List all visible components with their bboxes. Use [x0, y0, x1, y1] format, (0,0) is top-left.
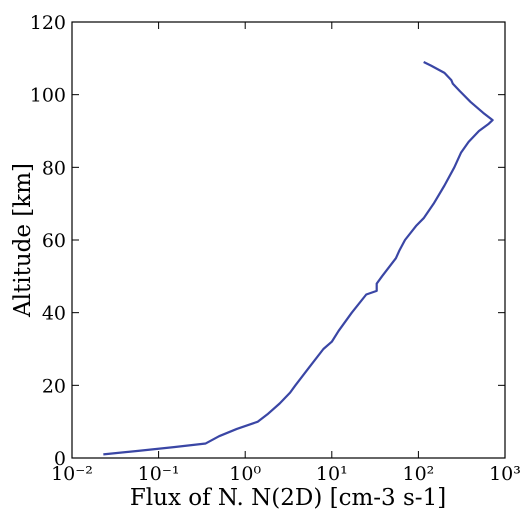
- x-tick-label: 10⁻²: [51, 463, 93, 485]
- y-tick-label: 40: [42, 303, 66, 325]
- x-axis-label: Flux of N. N(2D) [cm-3 s-1]: [130, 485, 446, 511]
- y-tick-label: 80: [42, 157, 66, 179]
- x-tick-label: 10²: [403, 463, 435, 485]
- plot-frame: [71, 21, 506, 459]
- y-tick-label: 20: [42, 375, 66, 397]
- y-tick-label: 120: [30, 12, 66, 34]
- x-tick-label: 10³: [489, 463, 521, 485]
- data-line: [103, 60, 494, 456]
- y-tick-label: 100: [30, 85, 66, 107]
- y-tick-label: 0: [54, 448, 66, 470]
- y-tick-label: 60: [42, 230, 66, 252]
- x-tick-label: 10¹: [316, 463, 348, 485]
- y-axis-label: Altitude [km]: [10, 163, 36, 318]
- x-tick-label: 10⁰: [229, 463, 261, 485]
- x-tick-label: 10⁻¹: [138, 463, 180, 485]
